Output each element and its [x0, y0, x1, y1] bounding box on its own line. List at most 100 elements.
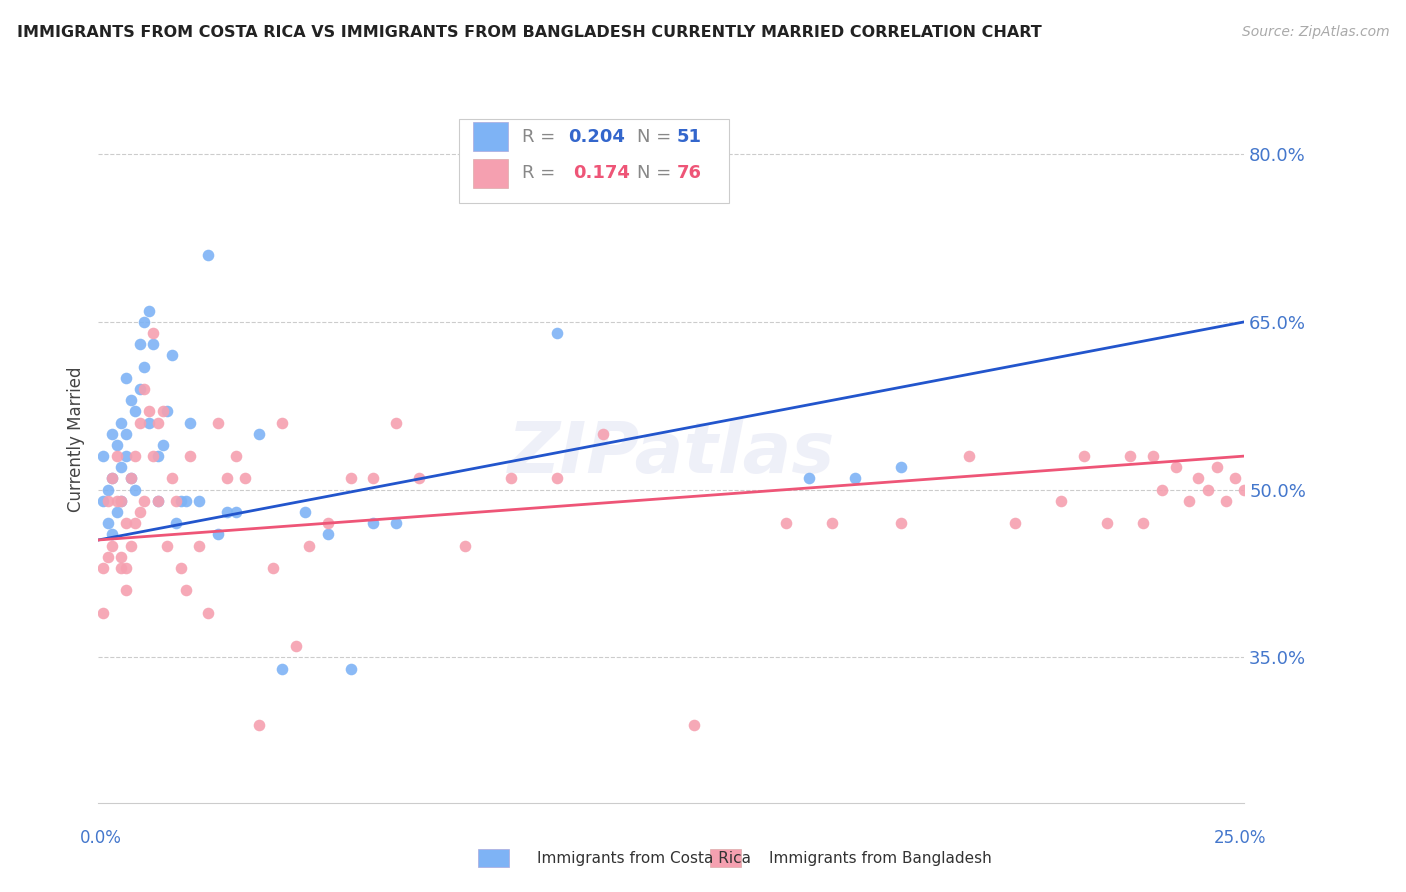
Point — [110, 493, 132, 508]
Point — [165, 493, 187, 508]
Point — [1215, 493, 1237, 508]
Point — [1233, 483, 1256, 497]
Point — [124, 404, 146, 418]
Point — [339, 662, 361, 676]
Point — [97, 549, 120, 564]
Point — [197, 248, 219, 262]
FancyBboxPatch shape — [460, 120, 728, 203]
Text: 0.174: 0.174 — [572, 164, 630, 183]
Point — [775, 516, 797, 531]
Point — [128, 382, 150, 396]
Point — [363, 471, 385, 485]
Point — [385, 416, 408, 430]
Point — [316, 527, 339, 541]
Point — [957, 449, 980, 463]
Point — [188, 539, 211, 553]
Point — [142, 449, 165, 463]
Point — [101, 426, 124, 441]
Point — [1073, 449, 1095, 463]
Point — [385, 516, 408, 531]
Point — [499, 471, 522, 485]
Point — [889, 460, 911, 475]
Point — [120, 471, 142, 485]
FancyBboxPatch shape — [474, 159, 508, 188]
Point — [156, 404, 179, 418]
Point — [797, 471, 820, 485]
Point — [91, 449, 114, 463]
Point — [165, 516, 187, 531]
Text: N =: N = — [637, 164, 676, 183]
Point — [110, 561, 132, 575]
Point — [363, 516, 385, 531]
Point — [124, 483, 146, 497]
Point — [1243, 460, 1265, 475]
Point — [1164, 460, 1187, 475]
Point — [408, 471, 430, 485]
Point — [124, 449, 146, 463]
Point — [134, 315, 156, 329]
Text: IMMIGRANTS FROM COSTA RICA VS IMMIGRANTS FROM BANGLADESH CURRENTLY MARRIED CORRE: IMMIGRANTS FROM COSTA RICA VS IMMIGRANTS… — [17, 25, 1042, 40]
Point — [270, 416, 292, 430]
Point — [115, 371, 138, 385]
Point — [298, 539, 321, 553]
Point — [1132, 516, 1154, 531]
Point — [146, 449, 169, 463]
Point — [128, 416, 150, 430]
Point — [128, 505, 150, 519]
Point — [270, 662, 292, 676]
Point — [101, 471, 124, 485]
Text: ZIPatlas: ZIPatlas — [508, 419, 835, 488]
Point — [1050, 493, 1073, 508]
Point — [1178, 493, 1201, 508]
Text: 25.0%: 25.0% — [1213, 829, 1267, 847]
Point — [1095, 516, 1118, 531]
Point — [1119, 449, 1142, 463]
Point — [546, 326, 568, 340]
Point — [115, 583, 138, 598]
Point — [152, 438, 174, 452]
Text: 0.0%: 0.0% — [80, 829, 122, 847]
Text: R =: R = — [523, 164, 567, 183]
Point — [91, 606, 114, 620]
Point — [160, 471, 183, 485]
Text: 0.204: 0.204 — [568, 128, 626, 145]
Point — [105, 493, 128, 508]
Point — [120, 471, 142, 485]
Point — [110, 416, 132, 430]
Point — [233, 471, 256, 485]
Point — [105, 449, 128, 463]
Point — [683, 717, 706, 731]
Point — [844, 471, 866, 485]
Point — [134, 493, 156, 508]
Point — [105, 505, 128, 519]
Point — [294, 505, 316, 519]
Point — [115, 449, 138, 463]
Point — [188, 493, 211, 508]
Text: Immigrants from Bangladesh: Immigrants from Bangladesh — [769, 851, 991, 865]
Point — [138, 303, 160, 318]
Point — [821, 516, 844, 531]
Point — [207, 416, 229, 430]
Point — [1142, 449, 1164, 463]
Point — [262, 561, 284, 575]
Text: R =: R = — [523, 128, 561, 145]
Point — [124, 516, 146, 531]
Point — [339, 471, 361, 485]
Point — [284, 639, 307, 653]
Text: Source: ZipAtlas.com: Source: ZipAtlas.com — [1241, 25, 1389, 39]
Point — [546, 471, 568, 485]
Text: Immigrants from Costa Rica: Immigrants from Costa Rica — [537, 851, 751, 865]
Point — [101, 527, 124, 541]
Point — [156, 539, 179, 553]
Point — [110, 460, 132, 475]
Point — [160, 348, 183, 362]
Point — [247, 717, 270, 731]
Point — [97, 493, 120, 508]
Point — [170, 561, 193, 575]
Point — [110, 549, 132, 564]
Point — [174, 493, 197, 508]
Point — [146, 416, 169, 430]
Point — [120, 539, 142, 553]
Point — [134, 359, 156, 374]
Point — [138, 404, 160, 418]
